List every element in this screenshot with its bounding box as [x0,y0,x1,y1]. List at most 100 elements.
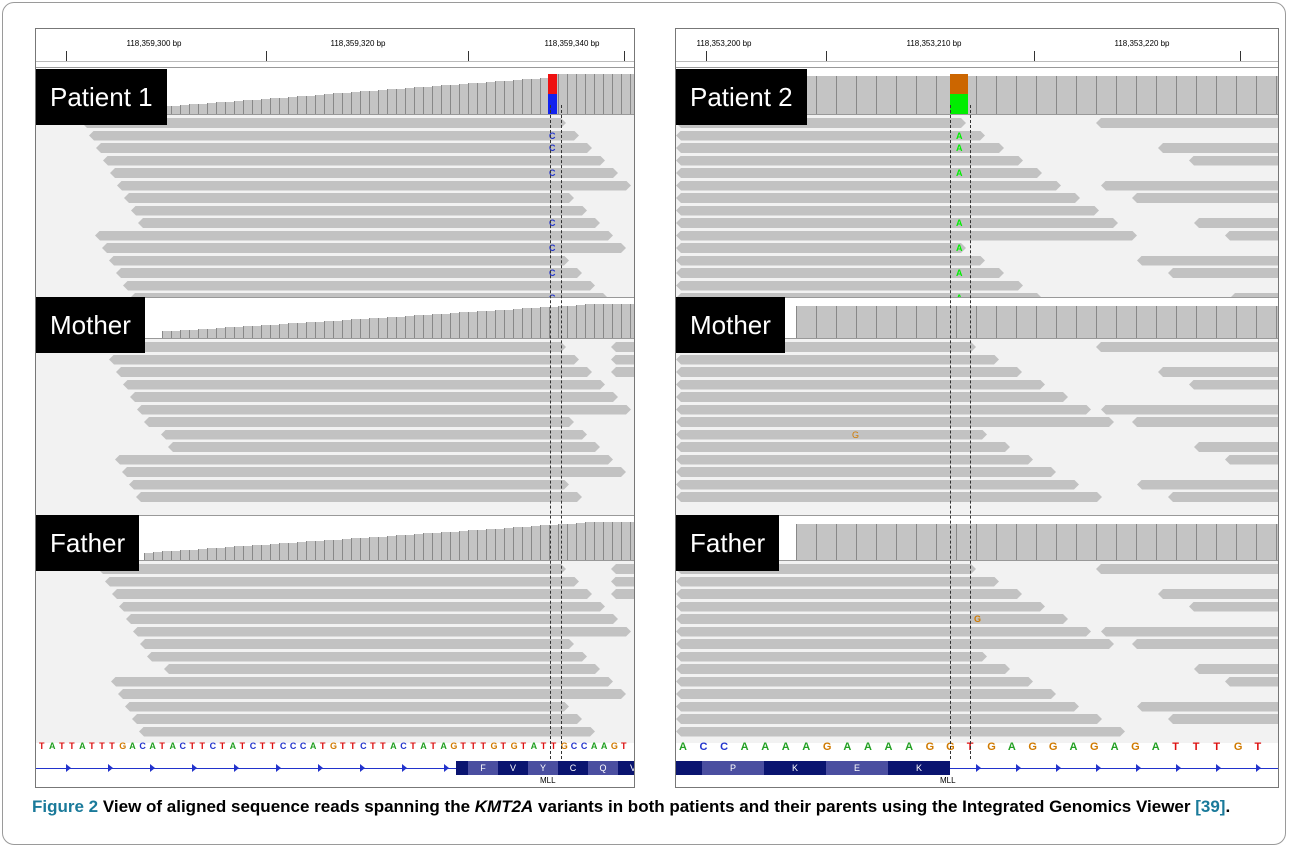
variant-base: C [549,218,556,228]
coverage-bar [306,96,315,114]
reference-base: T [470,741,476,751]
aligned-read [676,702,1079,712]
amino-acid: V [618,761,634,775]
coverage-bar [423,87,432,114]
aligned-read [117,181,631,191]
coverage-bar [270,544,279,560]
coverage-bar [1156,76,1176,114]
coverage-bar [1096,76,1116,114]
coverage-bar [378,90,387,114]
amino-acid: K [764,761,826,775]
coverage-bar [459,312,468,338]
aligned-read [676,168,1042,178]
coverage-bar [585,522,594,560]
strand-arrow [150,764,155,772]
aligned-read [96,143,592,153]
aligned-read [611,367,634,377]
coverage-bar [414,315,423,338]
coverage-bar [477,530,486,560]
variant-base: A [956,218,963,228]
reference-base: G [1028,741,1037,753]
coverage-bar [288,97,297,114]
coverage-bar [896,76,916,114]
aligned-read [1194,218,1278,228]
coverage-bar [297,323,306,338]
aligned-read [1194,664,1278,674]
coverage-bar [585,304,594,338]
coverage-bar [234,101,243,114]
aligned-read [676,430,987,440]
reference-base: T [239,741,246,751]
coverage-bar [936,524,956,560]
coverage-bar [207,548,216,560]
coverage-bar [495,81,504,114]
coverage-bar [1196,76,1216,114]
coverage-bar [956,524,976,560]
aligned-read [676,218,1118,228]
reference-base: G [490,741,498,751]
coverage-bar [243,100,252,114]
aligned-read [89,131,579,141]
aligned-read [1189,380,1278,390]
reference-base: C [360,741,367,751]
coverage-bar [396,535,405,560]
aligned-read [168,442,600,452]
coverage-bar [1116,306,1136,338]
reference-base: A [679,741,687,753]
coverage-bar [396,89,405,114]
coverage-bar [315,322,324,338]
coverage-bar [225,327,234,338]
coverage-bar [540,78,549,114]
coverage-bar [414,87,423,114]
aligned-read [611,355,634,365]
sample-label: Mother [36,297,145,353]
reference-base: G [822,741,832,753]
aligned-read [611,577,634,587]
amino-acid: F [468,761,498,775]
coverage-bar [504,81,513,114]
aligned-read [676,118,966,128]
coverage-bar [522,308,531,338]
reference-base: C [249,741,257,751]
variant-base: A [956,143,963,153]
coverage-bar [225,102,234,114]
coverage-bar [1276,524,1278,560]
coverage-bar [896,306,916,338]
coverage-bar [333,540,342,560]
coverage-bar [171,551,180,560]
coverage-bar [270,98,279,114]
aligned-read [109,256,569,266]
coverage-bar [459,84,468,114]
coverage-bar [1216,524,1236,560]
reference-base: T [99,741,105,751]
variant-base: C [549,268,556,278]
coverage-bar [876,524,896,560]
coverage-bar [180,330,189,338]
aligned-read [1137,256,1278,266]
aligned-read [1168,714,1278,724]
strand-arrow [234,764,239,772]
coverage-bar [216,102,225,114]
coverage-bar [333,93,342,114]
coverage-bar [1056,306,1076,338]
coverage-bar [612,74,621,114]
coverage-bar [207,103,216,114]
coverage-bar [432,533,441,560]
aligned-read [139,727,595,737]
coverage-bar [594,522,603,560]
reference-base: C [179,741,186,751]
reference-base: A [884,741,893,753]
aligned-read [1189,156,1278,166]
reference-base: A [843,741,852,753]
aligned-read [676,392,1068,402]
coverage-bar [916,306,936,338]
reference-base: A [420,741,427,751]
coverage-bar [369,91,378,114]
coverage-bar [1176,76,1196,114]
reference-base: T [520,741,527,751]
aligned-read [676,243,966,253]
reference-base: T [259,741,266,751]
coverage-bar [856,524,876,560]
amino-acid: C [558,761,588,775]
